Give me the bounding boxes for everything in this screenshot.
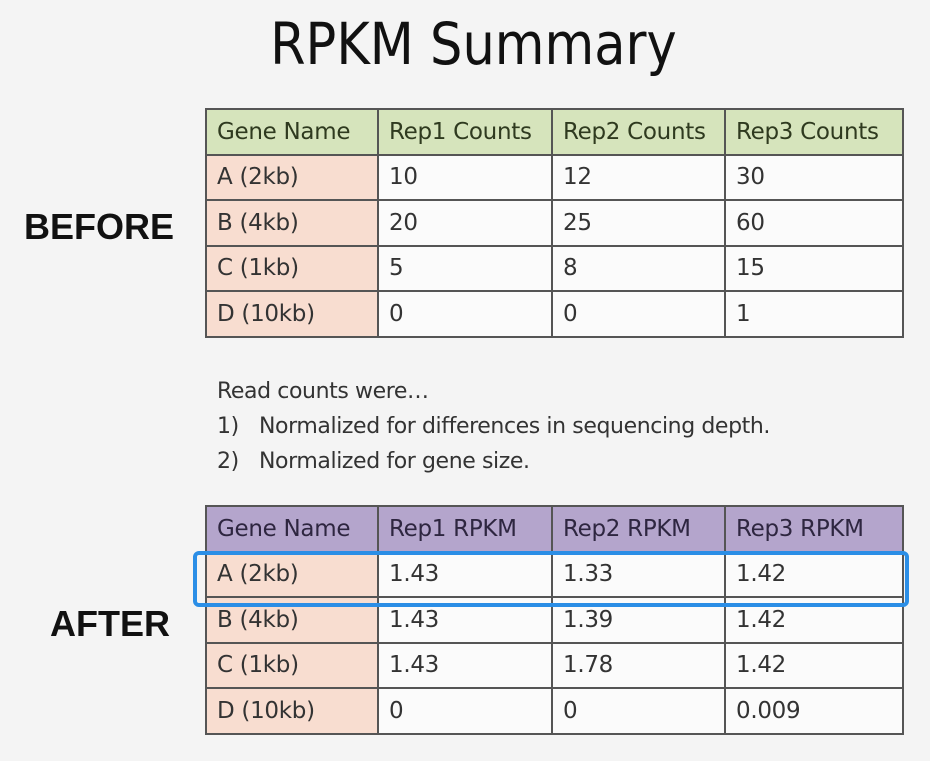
gene-cell: B (4kb)	[205, 199, 379, 247]
gene-cell: B (4kb)	[205, 596, 379, 644]
notes-item-text: Normalized for gene size.	[259, 449, 530, 474]
value-cell: 1.43	[377, 641, 553, 689]
gene-cell: D (10kb)	[205, 290, 379, 338]
page-title: RPKM Summary	[270, 10, 677, 78]
value-cell: 25	[551, 199, 726, 247]
column-header-rep2: Rep2 Counts	[551, 108, 726, 156]
value-cell: 12	[551, 153, 726, 201]
table-header-row: Gene Name Rep1 RPKM Rep2 RPKM Rep3 RPKM	[205, 505, 904, 553]
table-row: A (2kb) 1.43 1.33 1.42	[205, 550, 904, 598]
column-header-rep2: Rep2 RPKM	[551, 505, 726, 553]
gene-cell: D (10kb)	[205, 687, 379, 735]
value-cell: 0	[377, 290, 553, 338]
value-cell: 1.39	[551, 596, 726, 644]
gene-cell: A (2kb)	[205, 153, 379, 201]
value-cell: 1.43	[377, 550, 553, 598]
notes-intro: Read counts were…	[217, 379, 429, 404]
value-cell: 60	[724, 199, 904, 247]
column-header-gene-name: Gene Name	[205, 505, 379, 553]
gene-cell: C (1kb)	[205, 244, 379, 292]
table-row: C (1kb) 1.43 1.78 1.42	[205, 641, 904, 689]
gene-cell: C (1kb)	[205, 641, 379, 689]
value-cell: 0.009	[724, 687, 904, 735]
table-row: D (10kb) 0 0 1	[205, 290, 904, 338]
value-cell: 1.42	[724, 641, 904, 689]
table-row: B (4kb) 20 25 60	[205, 199, 904, 247]
value-cell: 1	[724, 290, 904, 338]
value-cell: 1.43	[377, 596, 553, 644]
value-cell: 8	[551, 244, 726, 292]
value-cell: 10	[377, 153, 553, 201]
notes-item-number: 1)	[217, 414, 239, 439]
value-cell: 1.42	[724, 596, 904, 644]
notes-item-text: Normalized for differences in sequencing…	[259, 414, 770, 439]
value-cell: 1.33	[551, 550, 726, 598]
after-table: Gene Name Rep1 RPKM Rep2 RPKM Rep3 RPKM …	[205, 505, 904, 735]
notes-item-number: 2)	[217, 449, 239, 474]
value-cell: 0	[377, 687, 553, 735]
value-cell: 0	[551, 290, 726, 338]
notes-item: 2) Normalized for gene size.	[217, 444, 770, 479]
before-label: BEFORE	[24, 206, 175, 247]
notes-item: 1) Normalized for differences in sequenci…	[217, 409, 770, 444]
column-header-rep3: Rep3 Counts	[724, 108, 904, 156]
normalization-notes: Read counts were… 1) Normalized for diffe…	[217, 374, 770, 479]
table-row: A (2kb) 10 12 30	[205, 153, 904, 201]
after-label: AFTER	[50, 603, 170, 644]
value-cell: 0	[551, 687, 726, 735]
before-table: Gene Name Rep1 Counts Rep2 Counts Rep3 C…	[205, 108, 904, 338]
table-row: B (4kb) 1.43 1.39 1.42	[205, 596, 904, 644]
value-cell: 1.78	[551, 641, 726, 689]
value-cell: 30	[724, 153, 904, 201]
gene-cell: A (2kb)	[205, 550, 379, 598]
column-header-gene-name: Gene Name	[205, 108, 379, 156]
table-header-row: Gene Name Rep1 Counts Rep2 Counts Rep3 C…	[205, 108, 904, 156]
value-cell: 5	[377, 244, 553, 292]
column-header-rep3: Rep3 RPKM	[724, 505, 904, 553]
table-row: D (10kb) 0 0 0.009	[205, 687, 904, 735]
table-row: C (1kb) 5 8 15	[205, 244, 904, 292]
column-header-rep1: Rep1 RPKM	[377, 505, 553, 553]
value-cell: 20	[377, 199, 553, 247]
column-header-rep1: Rep1 Counts	[377, 108, 553, 156]
value-cell: 15	[724, 244, 904, 292]
value-cell: 1.42	[724, 550, 904, 598]
